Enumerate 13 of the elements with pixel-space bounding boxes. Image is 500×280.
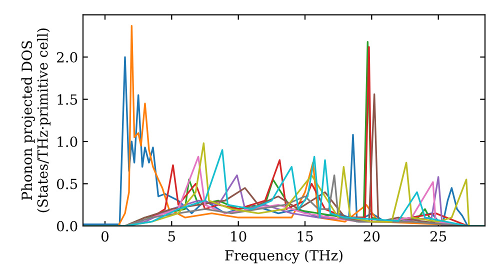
y-tick-label: 0.5	[56, 178, 78, 190]
x-tick-label: 0	[101, 231, 108, 242]
y-tick-label: 0.0	[56, 220, 78, 232]
x-tick-label: 15	[298, 231, 313, 242]
x-tick-label: 20	[364, 231, 380, 242]
x-tick-label: 5	[168, 231, 176, 242]
x-tick-label: 25	[430, 231, 446, 242]
y-tick-label: 1.0	[58, 136, 78, 147]
y-tick-label: 2.0	[56, 52, 78, 63]
x-tick-label: 10	[231, 231, 246, 242]
y-axis-title: Phonon projected DOS (States/THz·primitive cell)	[21, 28, 50, 212]
y-tick-label: 1.5	[58, 94, 78, 105]
x-axis-title: Frequency (THz)	[225, 250, 342, 264]
